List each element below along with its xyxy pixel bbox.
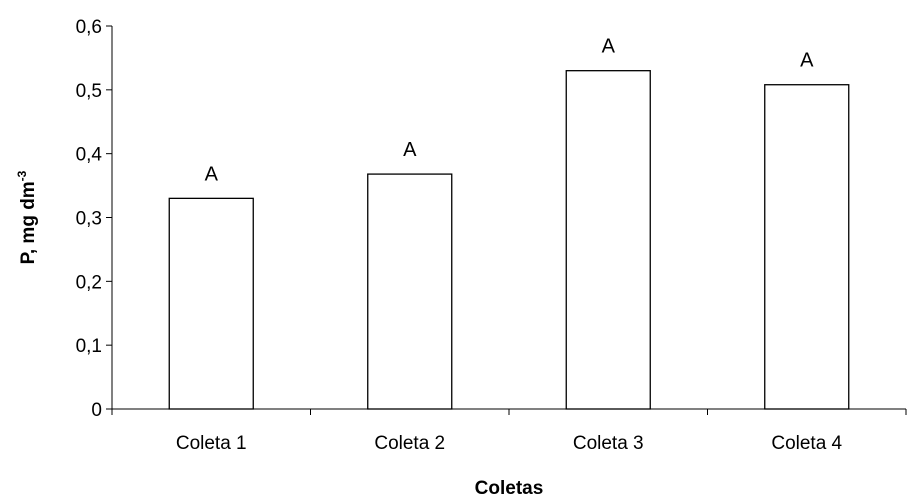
y-axis-title-superscript: -3 (15, 170, 29, 181)
y-tick-label: 0 (91, 400, 102, 421)
x-axis: Coleta 1 Coleta 2 Coleta 3 Coleta 4 (111, 408, 907, 454)
bar (565, 70, 651, 410)
y-tick-label: 0,3 (76, 209, 102, 230)
x-tick-label: Coleta 1 (176, 433, 247, 454)
bar (764, 84, 850, 410)
y-axis-title-main: P, mg dm (18, 181, 39, 264)
data-label: A (403, 139, 417, 161)
y-tick-label: 0,4 (76, 145, 103, 166)
x-axis-title: Coletas (475, 478, 544, 499)
y-tick-label: 0,5 (76, 81, 102, 102)
y-tick-label: 0,6 (76, 17, 102, 38)
y-tick-label: 0,1 (76, 336, 102, 357)
x-tick-label: Coleta 4 (771, 433, 842, 454)
x-tick-label: Coleta 3 (573, 433, 644, 454)
y-tick-label: 0,2 (76, 272, 102, 293)
bar (168, 197, 254, 410)
y-axis: 0 0,1 0,2 0,3 0,4 0,5 0,6 (76, 17, 113, 421)
data-labels: A A A A (205, 36, 815, 186)
data-label: A (205, 163, 219, 185)
data-label: A (602, 36, 616, 58)
data-label: A (800, 50, 814, 72)
y-axis-title: P, mg dm-3 (15, 170, 39, 264)
bars (168, 70, 850, 410)
x-tick-label: Coleta 2 (374, 433, 445, 454)
bar (367, 173, 453, 410)
